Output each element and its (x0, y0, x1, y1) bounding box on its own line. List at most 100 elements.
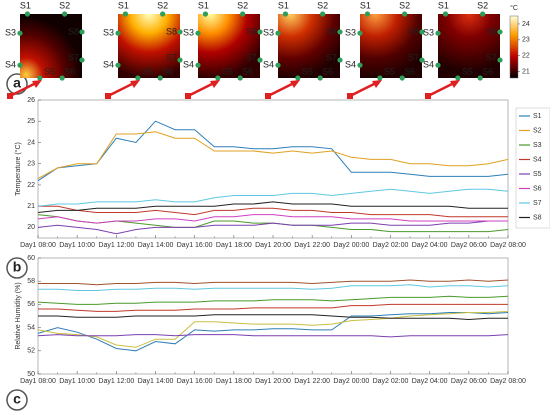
series-line (38, 303, 508, 312)
heatmap-tile (278, 14, 340, 78)
arrow (11, 80, 39, 97)
sensor-label: S2 (477, 0, 488, 10)
series-line (37, 188, 509, 207)
x-tick-label: Day1 10:00 (59, 242, 95, 249)
legend-label: S1 (533, 113, 542, 120)
legend-box (515, 107, 550, 229)
y-tick-label: 23 (27, 161, 35, 168)
sensor-label: S5 (462, 66, 473, 76)
sensor-dot (122, 11, 129, 17)
colorbar-unit: °C (510, 4, 518, 12)
arrow-foot (105, 93, 111, 99)
series-line (37, 131, 509, 180)
x-tick-label: Day1 16:00 (177, 242, 213, 249)
sensor-dot (419, 57, 425, 63)
sensor-label: S8 (68, 26, 79, 36)
plot-frame (37, 257, 509, 375)
sensor-label: S2 (157, 0, 168, 10)
sensor-label: S8 (246, 26, 257, 36)
arrow-foot (265, 93, 271, 99)
colorbar-tick-label: 24 (522, 21, 530, 28)
sensor-label: S7 (326, 52, 337, 62)
sensor-dot (237, 75, 243, 81)
x-tick-label: Day2 04:00 (412, 378, 448, 385)
sensor-dot (17, 30, 23, 36)
sensor-label: S8 (486, 26, 497, 36)
sensor-label: S4 (423, 60, 434, 70)
sensor-dot (435, 30, 441, 36)
sensor-dot (377, 75, 383, 81)
sensor-label: S5 (44, 66, 55, 76)
x-tick-label: Day1 12:00 (98, 378, 134, 385)
sensor-dot (257, 29, 263, 35)
sensor-dot (115, 30, 121, 36)
sensor-dot (419, 29, 425, 35)
sensor-label: S6 (64, 66, 75, 76)
arrow (269, 80, 297, 97)
series-line (37, 310, 509, 348)
series-line (38, 284, 509, 291)
panel-label: a (13, 75, 21, 91)
y-tick-label: 21 (27, 203, 35, 210)
legend-label: S2 (533, 127, 542, 134)
sensor-dot (477, 75, 483, 81)
legend-label: S6 (533, 185, 542, 192)
sensor-dot (17, 62, 23, 68)
sensor-dot (435, 62, 441, 68)
sensor-dot (337, 29, 343, 35)
series-line (37, 312, 509, 352)
sensor-dot (357, 30, 363, 36)
sensor-dot (195, 30, 201, 36)
legend-label: S5 (533, 171, 542, 178)
x-tick-label: Day2 04:00 (412, 242, 448, 249)
sensor-dot (399, 75, 405, 81)
sensor-dot (62, 11, 68, 17)
sensor-label: S6 (242, 66, 253, 76)
series-line (37, 201, 508, 213)
sensor-dot (177, 57, 183, 63)
sensor-label: S1 (198, 0, 209, 10)
sensor-label: S6 (162, 66, 173, 76)
y-axis-label: Temperature (°C) (14, 142, 22, 196)
sensor-dot (240, 11, 246, 17)
sensor-dot (115, 62, 121, 68)
x-tick-label: Day1 08:00 (20, 378, 56, 385)
arrow-foot (185, 93, 191, 99)
heatmap-tile (198, 14, 260, 78)
sensor-dot (79, 29, 85, 35)
x-tick-label: Day1 18:00 (216, 378, 252, 385)
sensor-label: S5 (384, 66, 395, 76)
heatmap-tile (20, 14, 82, 78)
sensor-dot (202, 11, 209, 17)
sensor-dot (37, 75, 43, 81)
sensor-label: S7 (486, 52, 497, 62)
y-tick-label: 52 (27, 348, 35, 355)
sensor-dot (275, 30, 281, 36)
sensor-label: S1 (118, 0, 129, 10)
panel-badge (6, 257, 28, 279)
x-tick-label: Day1 14:00 (138, 378, 174, 385)
arrow (351, 80, 379, 97)
arrow-head (130, 80, 140, 88)
heatmap-tile (438, 14, 500, 78)
legend-label: S7 (533, 200, 542, 207)
x-tick-label: Day2 00:00 (333, 242, 369, 249)
arrow-head (210, 80, 220, 88)
sensor-dot (337, 57, 343, 63)
sensor-dot (257, 57, 263, 63)
sensor-label: S3 (5, 28, 16, 38)
arrow-head (372, 80, 382, 88)
x-tick-label: Day2 08:00 (490, 242, 526, 249)
sensor-dot (497, 57, 503, 63)
series-line (37, 334, 509, 338)
sensor-label: S2 (317, 0, 328, 10)
sensor-dot (282, 11, 289, 17)
y-tick-label: 26 (27, 97, 35, 104)
sensor-label: S1 (438, 0, 449, 10)
sensor-label: S8 (408, 26, 419, 36)
y-tick-label: 20 (27, 224, 35, 231)
sensor-label: S5 (302, 66, 313, 76)
sensor-label: S3 (103, 28, 114, 38)
series-line (37, 220, 508, 235)
